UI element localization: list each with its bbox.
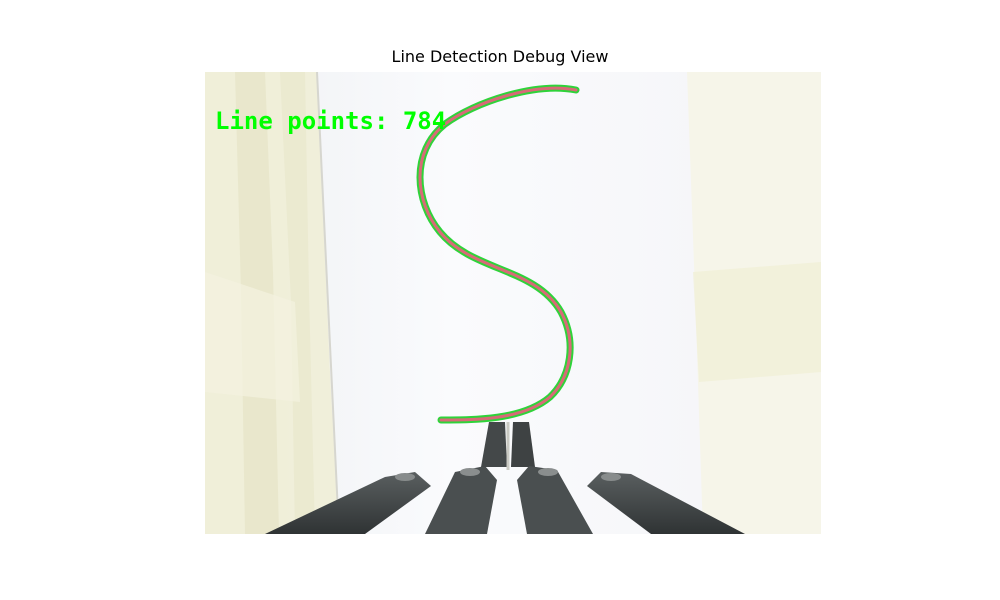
robot-gripper [265, 422, 745, 534]
detected-line-core [418, 86, 578, 422]
line-points-label: Line points: 784 [215, 107, 447, 135]
left-curtain [205, 72, 340, 534]
camera-scene [205, 72, 821, 534]
camera-image: Line points: 784 [205, 72, 821, 534]
right-curtain [687, 72, 821, 534]
detected-line [416, 84, 580, 424]
figure-title: Line Detection Debug View [391, 47, 609, 66]
